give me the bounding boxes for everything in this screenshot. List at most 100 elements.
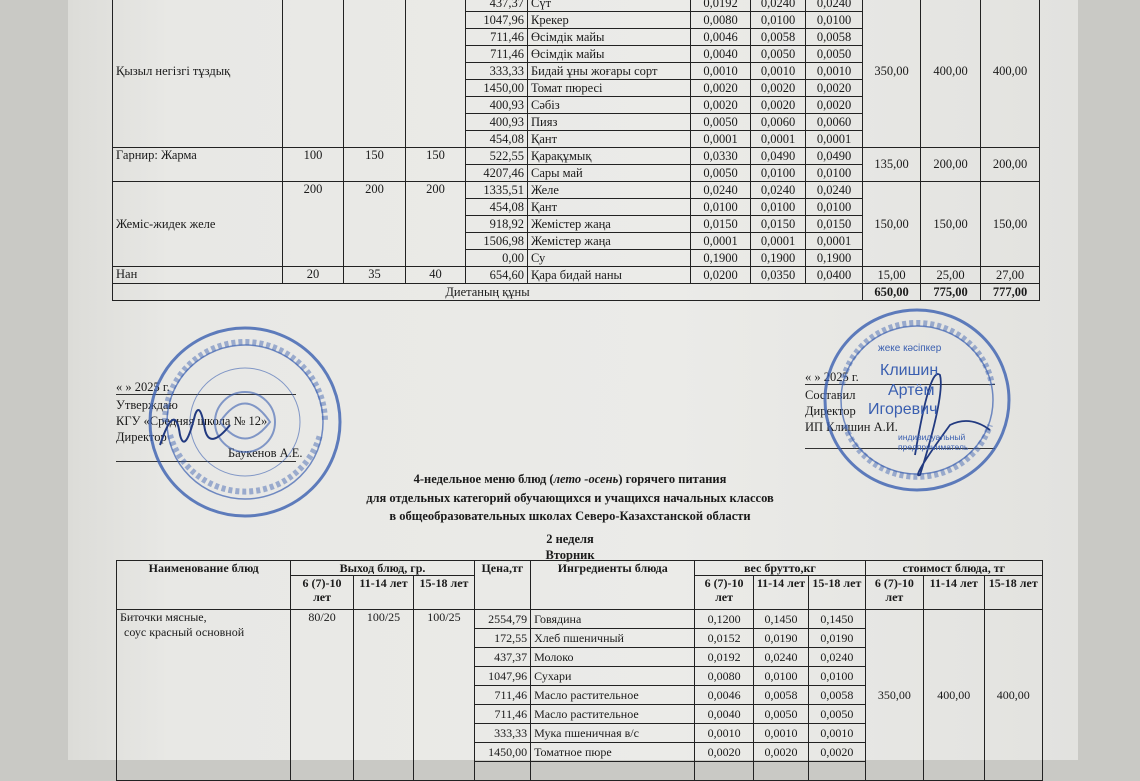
divider (805, 448, 995, 449)
ingredient-price: 454,08 (465, 198, 528, 216)
ingredient-weight: 0,0060 (805, 113, 863, 131)
ingredient-weight: 0,0020 (808, 742, 866, 762)
empty-cell (530, 761, 696, 781)
table-row: Биточки мясные, соус красный основной 80/2… (115, 609, 1043, 781)
stamp-text-name2: Артём (888, 382, 935, 399)
school-name: КГУ «Средняя школа № 12» (116, 414, 268, 428)
table-row: 1047,96 Крекер 0,0080 0,0100 0,0100 (113, 11, 1040, 29)
ingredient-name: Крекер (527, 11, 691, 29)
ingredient-weight: 0,0001 (805, 130, 863, 148)
ingredient-price: 2554,79 (473, 609, 532, 629)
ingredient-weight: 0,1450 (752, 609, 810, 629)
ingredient-weight: 0,0040 (690, 45, 751, 63)
ingredient-weight: 0,0490 (805, 147, 863, 165)
ingredient-weight: 0,0001 (690, 130, 751, 148)
ingredient-weight: 0,0010 (808, 723, 866, 743)
ingredient-weight: 0,0058 (752, 685, 810, 705)
dish-name-line: Биточки мясные, (120, 610, 207, 625)
ingredient-weight: 0,1900 (690, 249, 751, 267)
ingredient-name: Пияз (527, 113, 691, 131)
stamp-text-top: жеке кәсіпкер (878, 343, 942, 354)
heading-text: ) горячего питания (618, 472, 727, 486)
menu-table-week2-tuesday: Наименование блюд Выход блюд, гр. Цена,т… (115, 560, 1044, 781)
table-row: 1450,00 Томат пюресі 0,0020 0,0020 0,0020 (113, 79, 1040, 97)
dish-yield: 80/20 (290, 609, 354, 781)
ingredient-weight: 0,0040 (694, 704, 754, 724)
ingredient-price: 654,60 (465, 266, 528, 284)
ingredient-weight: 0,1200 (694, 609, 754, 629)
header-age-15-18: 15-18 лет (413, 575, 475, 610)
header-yield: Выход блюд, гр. (290, 560, 475, 576)
dish-yield: 20 (282, 266, 344, 284)
ingredient-price: 1450,00 (465, 79, 528, 97)
ingredient-weight: 0,0001 (750, 130, 806, 148)
divider (116, 461, 296, 462)
divider (805, 384, 995, 385)
header-age-6-10: 6 (7)-10 лет (290, 575, 354, 610)
ingredient-name: Өсімдік майы (527, 28, 691, 46)
table-row: 0,00 Су 0,1900 0,1900 0,1900 (113, 249, 1040, 267)
ingredient-price: 522,55 (465, 147, 528, 165)
ingredient-name: Томатное пюре (530, 742, 696, 762)
table-row: 333,33 Бидай ұны жоғары сорт 0,0010 0,0010 0… (113, 62, 1040, 80)
ingredient-price: 437,37 (473, 647, 532, 667)
empty-cell (473, 761, 532, 781)
ingredient-weight: 0,0192 (694, 647, 754, 667)
ingredient-weight: 0,0080 (694, 666, 754, 686)
ingredient-weight: 0,0020 (805, 96, 863, 114)
ingredient-weight: 0,0150 (805, 215, 863, 233)
ingredient-weight: 0,0100 (750, 164, 806, 182)
ingredient-weight: 0,0190 (752, 628, 810, 648)
table-row: 454,08 Қант 0,0001 0,0001 0,0001 (113, 130, 1040, 148)
dish-yield: 40 (405, 266, 466, 284)
ingredient-weight: 0,0240 (752, 647, 810, 667)
week-label: 2 неделя (546, 532, 594, 546)
ingredient-price: 0,00 (465, 249, 528, 267)
ingredient-weight: 0,0046 (690, 28, 751, 46)
dish-cost: 400,00 (983, 609, 1043, 781)
ingredient-weight: 0,0190 (808, 628, 866, 648)
ingredient-weight: 0,0240 (750, 181, 806, 199)
header-cost: стоимост блюда, тг (864, 560, 1044, 576)
dish-name: Нан (112, 266, 283, 284)
ingredient-name: Сары май (527, 164, 691, 182)
season-text: лето -осень (553, 472, 619, 486)
header-ingredients: Ингредиенты блюда (530, 560, 696, 610)
header-weight: вес брутто,кг (694, 560, 866, 576)
ingredient-price: 1335,51 (465, 181, 528, 199)
dish-cost: 150,00 (862, 181, 921, 267)
ingredient-weight: 0,0020 (750, 79, 806, 97)
ingredient-name: Масло растительное (530, 685, 696, 705)
ingredient-price: 1047,96 (473, 666, 532, 686)
header-age-15-18: 15-18 лет (983, 575, 1043, 610)
ingredient-name: Масло растительное (530, 704, 696, 724)
table-row: Жеміс-жидек желе 200 200 200 1335,51 Желе 0,02… (112, 181, 1040, 267)
ingredient-weight: 0,0020 (690, 96, 751, 114)
dish-yield (343, 0, 406, 148)
ingredient-name: Хлеб пшеничный (530, 628, 696, 648)
dish-cost: 135,00 (862, 147, 921, 182)
dish-name: Жеміс-жидек желе (112, 181, 283, 267)
ingredient-weight: 0,0020 (805, 79, 863, 97)
table-row: 400,93 Сәбіз 0,0020 0,0020 0,0020 (113, 96, 1040, 114)
stamp-text-name3: Игоревич (868, 401, 938, 418)
ingredient-weight: 0,0010 (694, 723, 754, 743)
ingredient-weight: 0,0050 (752, 704, 810, 724)
table-row: 454,08 Қант 0,0100 0,0100 0,0100 (113, 198, 1040, 216)
dish-cost: 150,00 (980, 181, 1040, 267)
dish-name: Гарнир: Жарма (112, 147, 283, 182)
ingredient-weight: 0,1900 (805, 249, 863, 267)
table-row: Қызыл негізгі тұздық 437,37 Сүт 0,0192 0,024… (112, 0, 1040, 148)
ingredient-weight: 0,0100 (805, 11, 863, 29)
ingredient-name: Қант (527, 130, 691, 148)
ingredient-name: Бидай ұны жоғары сорт (527, 62, 691, 80)
dish-cost: 25,00 (920, 266, 981, 284)
ingredient-weight: 0,0400 (805, 266, 863, 284)
header-age-11-14: 11-14 лет (752, 575, 810, 610)
ingredient-weight: 0,0010 (750, 62, 806, 80)
ingredient-weight: 0,0020 (752, 742, 810, 762)
ingredient-name: Желе (527, 181, 691, 199)
ingredient-weight: 0,0100 (805, 164, 863, 182)
ingredient-weight: 0,0010 (690, 62, 751, 80)
ingredient-weight: 0,0240 (808, 647, 866, 667)
